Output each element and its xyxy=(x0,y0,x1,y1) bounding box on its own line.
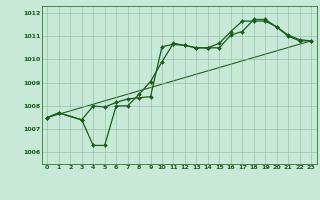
Text: Graphe pression niveau de la mer (hPa): Graphe pression niveau de la mer (hPa) xyxy=(58,185,262,194)
